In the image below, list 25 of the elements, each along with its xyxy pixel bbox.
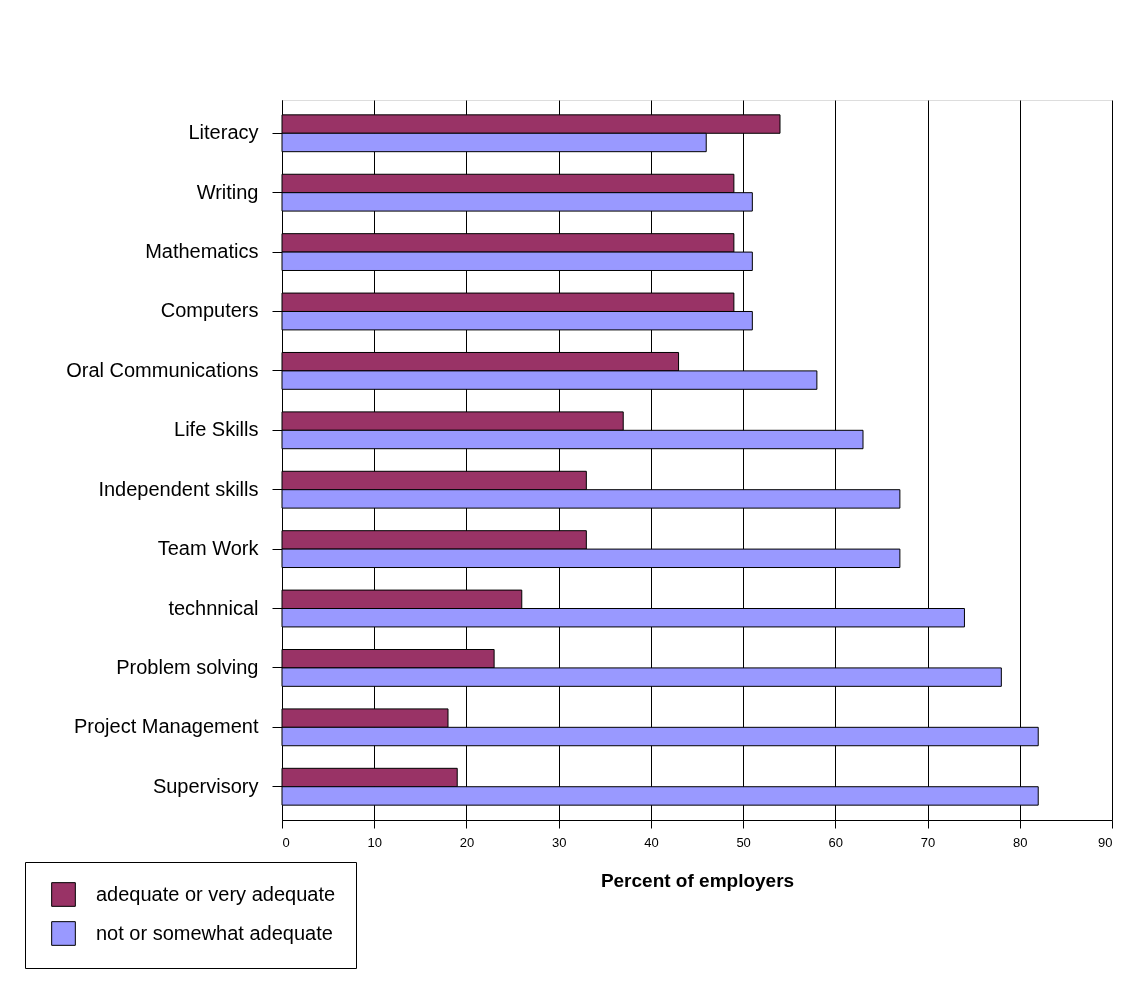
- y-tick-label: Project Management: [73, 715, 259, 738]
- x-tick-label: 20: [459, 834, 475, 850]
- legend-label: not or somewhat adequate: [96, 921, 333, 944]
- x-tick-label: 50: [736, 834, 751, 850]
- y-tick-label: technnical: [168, 596, 259, 619]
- y-tick-label: Computers: [160, 299, 259, 322]
- x-axis-title: Percent of employers: [600, 869, 795, 891]
- x-tick-label: 10: [367, 834, 382, 850]
- y-tick-label: Problem solving: [116, 655, 259, 678]
- x-tick-label: 90: [1098, 834, 1113, 850]
- y-tick-label: Team Work: [157, 537, 260, 560]
- x-tick-label: 80: [1013, 834, 1028, 850]
- y-tick-label: Oral Communications: [66, 358, 259, 381]
- y-tick-label: Writing: [196, 180, 259, 203]
- x-tick-label: 30: [551, 834, 567, 850]
- x-tick-label: 60: [828, 834, 844, 850]
- y-tick-label: Supervisory: [152, 774, 259, 797]
- x-tick-label: 0: [282, 834, 290, 850]
- y-tick-label: Life Skills: [174, 418, 259, 441]
- x-tick-label: 70: [920, 834, 936, 850]
- x-tick-label: 40: [644, 834, 659, 850]
- legend-label: adequate or very adequate: [96, 882, 336, 905]
- y-tick-label: Independent skills: [98, 477, 259, 500]
- y-tick-label: Mathematics: [145, 240, 259, 263]
- y-tick-label: Literacy: [188, 121, 259, 144]
